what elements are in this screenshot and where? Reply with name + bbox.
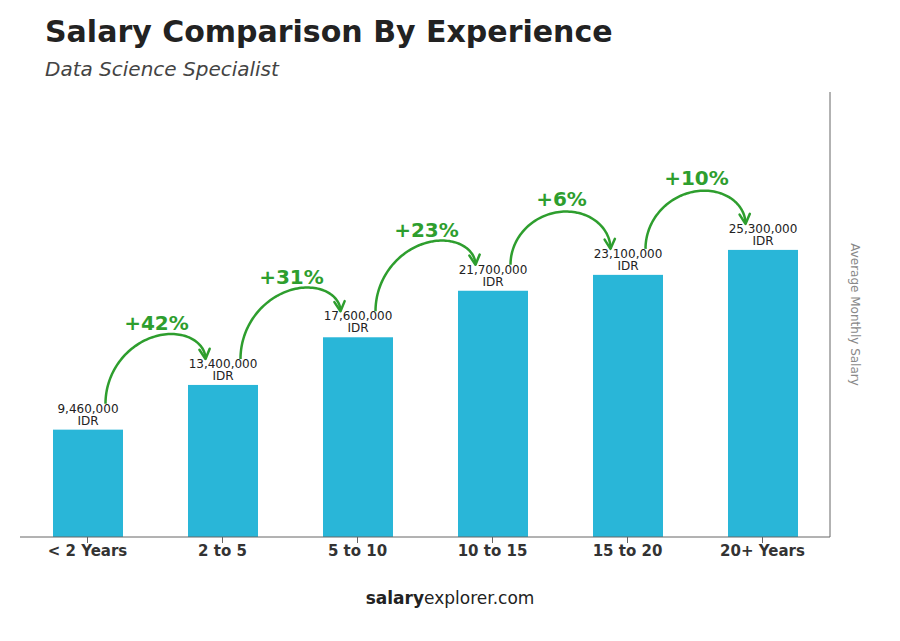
svg-text:< 2 Years: < 2 Years: [48, 542, 128, 560]
svg-text:+31%: +31%: [259, 265, 324, 289]
svg-text:10 to 15: 10 to 15: [458, 542, 528, 560]
svg-text:+42%: +42%: [124, 311, 189, 335]
svg-text:13,400,000IDR: 13,400,000IDR: [189, 357, 258, 383]
svg-text:15 to 20: 15 to 20: [593, 542, 663, 560]
svg-text:9,460,000IDR: 9,460,000IDR: [57, 402, 118, 428]
html-text:Salary Comparison By Experienc: Salary Comparison By Experience: [45, 14, 613, 49]
svg-text:+23%: +23%: [394, 218, 459, 242]
svg-text:Average Monthly Salary: Average Monthly Salary: [848, 243, 862, 386]
svg-text:2 to 5: 2 to 5: [198, 542, 247, 560]
svg-text:20+ Years: 20+ Years: [720, 542, 805, 560]
svg-text:5 to 10: 5 to 10: [328, 542, 387, 560]
svg-text:25,300,000IDR: 25,300,000IDR: [729, 222, 798, 248]
svg-text:23,100,000IDR: 23,100,000IDR: [594, 247, 663, 273]
html-text:salary explorer.com: salary explorer.com: [365, 588, 535, 608]
html-text:Data Science Specialist: Data Science Specialist: [45, 57, 279, 81]
svg-text:+10%: +10%: [664, 166, 729, 190]
svg-text:21,700,000IDR: 21,700,000IDR: [459, 263, 528, 289]
svg-text:17,600,000IDR: 17,600,000IDR: [324, 309, 393, 335]
svg-text:+6%: +6%: [536, 187, 587, 211]
